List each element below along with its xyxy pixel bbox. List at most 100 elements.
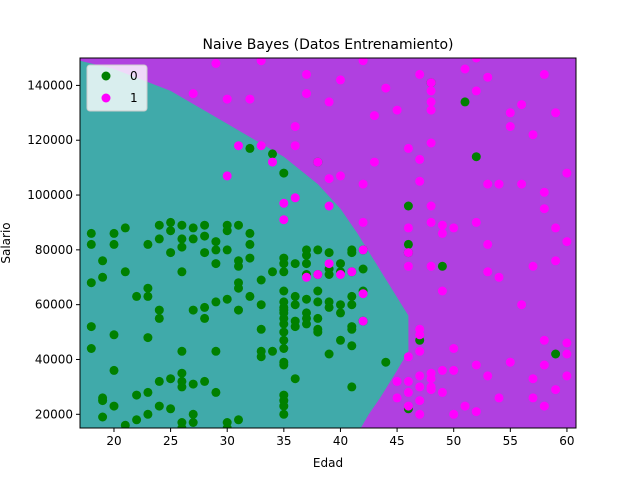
data-point-class-0 — [98, 256, 108, 266]
data-point-class-0 — [313, 327, 323, 337]
y-tick-label: 80000 — [35, 243, 73, 257]
data-point-class-0 — [120, 267, 130, 277]
data-point-class-1 — [415, 176, 425, 186]
data-point-class-0 — [268, 346, 277, 356]
data-point-class-1 — [403, 261, 413, 271]
data-point-class-1 — [426, 105, 436, 115]
data-point-class-1 — [483, 179, 493, 189]
data-point-class-1 — [403, 248, 413, 258]
data-point-class-1 — [483, 72, 493, 82]
data-point-class-1 — [528, 374, 538, 384]
data-point-class-0 — [98, 412, 108, 422]
data-point-class-0 — [336, 259, 345, 269]
data-point-class-1 — [449, 409, 459, 419]
data-point-class-0 — [302, 250, 311, 260]
data-point-class-0 — [177, 234, 187, 244]
data-point-class-1 — [528, 393, 538, 403]
data-point-class-1 — [437, 387, 447, 397]
data-point-class-0 — [154, 401, 164, 411]
data-point-class-1 — [313, 270, 323, 279]
data-point-class-0 — [154, 220, 164, 230]
data-point-class-1 — [539, 204, 549, 214]
data-point-class-1 — [302, 89, 311, 99]
data-point-class-0 — [471, 152, 481, 162]
data-point-class-0 — [109, 401, 119, 411]
data-point-class-1 — [494, 179, 504, 189]
data-point-class-0 — [313, 297, 323, 307]
data-point-class-1 — [358, 179, 368, 189]
data-point-class-1 — [324, 97, 334, 107]
data-point-class-0 — [143, 291, 153, 301]
data-point-class-0 — [302, 319, 311, 329]
y-tick-label: 20000 — [35, 407, 73, 421]
data-point-class-1 — [483, 371, 493, 381]
data-point-class-0 — [279, 344, 289, 353]
data-point-class-1 — [528, 261, 538, 271]
data-point-class-1 — [268, 157, 277, 167]
data-point-class-0 — [347, 291, 357, 301]
x-tick-label: 45 — [389, 434, 404, 448]
data-point-class-0 — [302, 294, 311, 304]
data-point-class-0 — [234, 261, 243, 271]
data-point-class-0 — [279, 267, 289, 277]
data-point-class-1 — [403, 223, 413, 233]
data-point-class-0 — [256, 352, 266, 362]
y-tick-label: 60000 — [35, 298, 73, 312]
data-point-class-0 — [347, 382, 357, 392]
data-point-class-0 — [211, 297, 221, 307]
x-axis-ticks: 20 25 30 35 40 45 50 55 60 — [106, 428, 575, 448]
data-point-class-1 — [517, 300, 527, 310]
data-point-class-0 — [234, 283, 243, 293]
data-point-class-1 — [415, 330, 425, 340]
data-point-class-0 — [279, 360, 289, 370]
data-point-class-1 — [494, 393, 504, 403]
data-point-class-1 — [562, 338, 572, 348]
data-point-class-1 — [313, 157, 323, 167]
legend-label-1: 1 — [130, 91, 138, 105]
x-tick-label: 60 — [559, 434, 574, 448]
data-point-class-1 — [562, 349, 572, 359]
data-point-class-1 — [392, 393, 402, 403]
data-point-class-0 — [86, 322, 96, 332]
data-point-class-0 — [177, 368, 187, 378]
data-point-class-0 — [279, 327, 289, 337]
data-point-class-0 — [290, 374, 300, 384]
data-point-class-0 — [222, 226, 232, 236]
data-point-class-1 — [539, 401, 549, 411]
data-point-class-0 — [234, 415, 243, 425]
data-point-class-1 — [449, 223, 459, 233]
x-tick-label: 40 — [333, 434, 348, 448]
data-point-class-1 — [290, 193, 300, 203]
data-point-class-0 — [166, 404, 176, 414]
data-point-class-0 — [143, 283, 153, 293]
x-tick-label: 25 — [163, 434, 178, 448]
data-point-class-1 — [562, 371, 572, 381]
y-axis-ticks: 20000 40000 60000 80000 100000 120000 140000 — [27, 78, 80, 421]
data-point-class-0 — [166, 226, 176, 236]
data-point-class-1 — [392, 376, 402, 386]
data-point-class-1 — [483, 239, 493, 249]
data-point-class-1 — [460, 401, 470, 411]
data-point-class-1 — [290, 141, 300, 151]
data-point-class-0 — [211, 387, 221, 397]
data-point-class-1 — [539, 335, 549, 345]
data-point-class-0 — [132, 291, 142, 301]
data-point-class-0 — [98, 272, 108, 282]
data-point-class-0 — [256, 275, 266, 285]
data-point-class-1 — [505, 108, 515, 118]
data-point-class-1 — [403, 352, 413, 362]
data-point-class-0 — [154, 234, 164, 244]
data-point-class-0 — [143, 409, 153, 419]
data-point-class-0 — [200, 302, 210, 312]
data-point-class-0 — [154, 376, 164, 386]
data-point-class-1 — [551, 223, 561, 233]
data-point-class-1 — [347, 267, 357, 277]
y-tick-label: 40000 — [35, 352, 73, 366]
data-point-class-0 — [154, 313, 164, 323]
data-point-class-0 — [279, 401, 289, 411]
data-point-class-0 — [143, 387, 153, 397]
data-point-class-1 — [188, 89, 198, 99]
data-point-class-1 — [358, 316, 368, 326]
data-point-class-1 — [471, 58, 481, 63]
data-point-class-1 — [449, 365, 459, 375]
